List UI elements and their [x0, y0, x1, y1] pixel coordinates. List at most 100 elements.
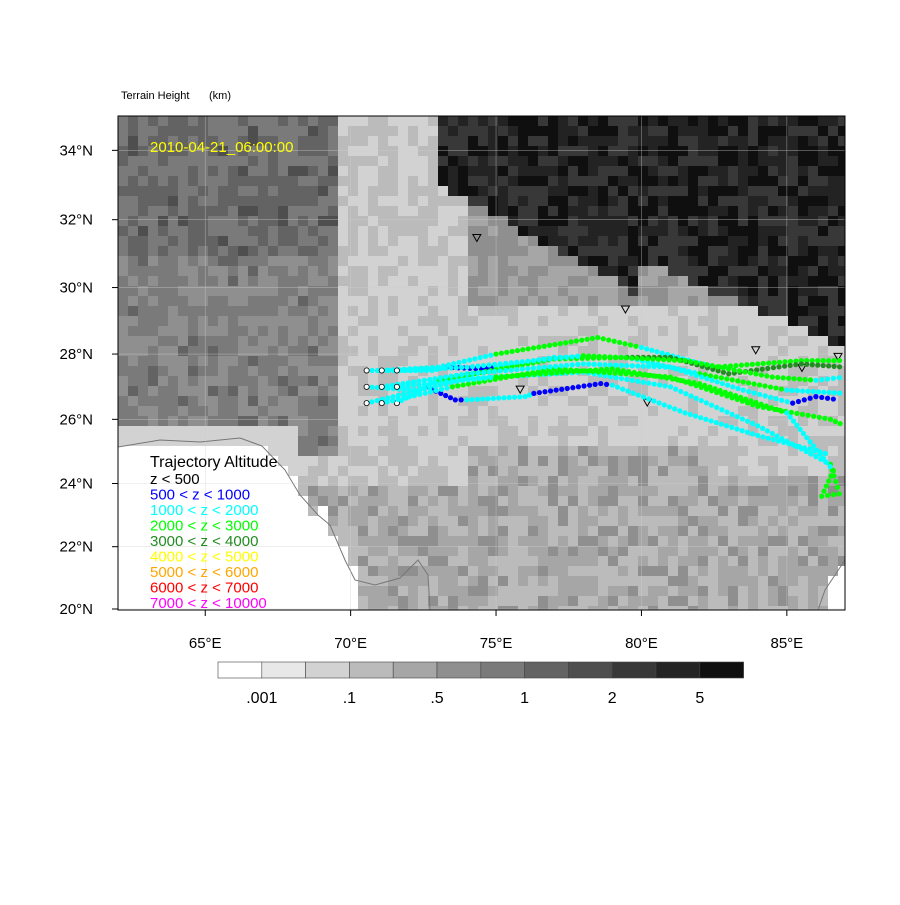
terrain-cell: [718, 336, 728, 346]
trajectory-point: [824, 376, 831, 382]
terrain-cell: [228, 266, 238, 276]
terrain-cell: [278, 196, 288, 206]
terrain-cell: [308, 346, 318, 356]
terrain-cell: [768, 246, 778, 256]
terrain-cell: [198, 296, 208, 306]
terrain-cell: [778, 286, 788, 296]
terrain-cell: [708, 186, 718, 196]
trajectory-point: [576, 368, 582, 374]
terrain-cell: [838, 526, 845, 536]
terrain-cell: [268, 156, 278, 166]
terrain-cell: [328, 136, 338, 146]
terrain-cell: [788, 286, 798, 296]
terrain-cell: [428, 506, 438, 516]
terrain-cell: [788, 206, 798, 216]
terrain-cell: [118, 496, 128, 506]
terrain-cell: [188, 326, 198, 336]
terrain-cell: [568, 496, 578, 506]
terrain-cell: [188, 436, 198, 446]
terrain-cell: [788, 546, 798, 556]
terrain-cell: [198, 546, 208, 556]
terrain-cell: [808, 476, 818, 486]
terrain-cell: [228, 516, 238, 526]
terrain-cell: [568, 216, 578, 226]
trajectory-point: [800, 388, 806, 394]
terrain-cell: [548, 346, 558, 356]
terrain-cell: [778, 556, 788, 566]
terrain-cell: [408, 166, 418, 176]
terrain-cell: [808, 496, 818, 506]
terrain-cell: [738, 476, 748, 486]
terrain-cell: [488, 606, 498, 610]
terrain-cell: [248, 586, 258, 596]
terrain-cell: [418, 336, 428, 346]
trajectory-point: [449, 378, 455, 384]
terrain-cell: [418, 176, 428, 186]
terrain-cell: [738, 236, 748, 246]
terrain-cell: [168, 546, 178, 556]
terrain-cell: [778, 256, 788, 266]
terrain-cell: [428, 456, 438, 466]
terrain-cell: [198, 366, 208, 376]
terrain-cell: [768, 296, 778, 306]
terrain-cell: [428, 416, 438, 426]
terrain-cell: [518, 566, 528, 576]
terrain-cell: [698, 436, 708, 446]
terrain-cell: [368, 116, 378, 126]
trajectory-point: [746, 380, 752, 386]
terrain-cell: [788, 146, 798, 156]
terrain-cell: [658, 256, 668, 266]
terrain-cell: [458, 596, 468, 606]
trajectory-point: [586, 353, 592, 359]
terrain-cell: [568, 376, 578, 386]
trajectory-point: [422, 390, 428, 396]
trajectory-point: [708, 418, 714, 424]
terrain-cell: [298, 316, 308, 326]
terrain-cell: [668, 116, 678, 126]
trajectory-point: [743, 396, 749, 402]
terrain-cell: [498, 246, 508, 256]
trajectory-point: [604, 366, 610, 372]
terrain-cell: [528, 476, 538, 486]
terrain-cell: [248, 126, 258, 136]
trajectory-point: [658, 374, 665, 380]
terrain-cell: [778, 136, 788, 146]
terrain-cell: [428, 136, 438, 146]
terrain-cell: [178, 586, 188, 596]
terrain-cell: [798, 136, 808, 146]
terrain-cell: [708, 396, 718, 406]
terrain-cell: [318, 156, 328, 166]
terrain-cell: [728, 566, 738, 576]
terrain-cell: [798, 216, 808, 226]
terrain-cell: [518, 556, 528, 566]
terrain-cell: [818, 406, 828, 416]
terrain-cell: [558, 546, 568, 556]
terrain-cell: [418, 316, 428, 326]
terrain-cell: [538, 586, 548, 596]
terrain-cell: [268, 606, 278, 610]
terrain-cell: [428, 206, 438, 216]
terrain-cell: [758, 216, 768, 226]
terrain-cell: [638, 456, 648, 466]
terrain-cell: [118, 586, 128, 596]
terrain-cell: [778, 486, 788, 496]
terrain-cell: [288, 306, 298, 316]
terrain-cell: [598, 406, 608, 416]
terrain-cell: [388, 286, 398, 296]
terrain-cell: [158, 126, 168, 136]
trajectory-point: [780, 375, 786, 381]
terrain-cell: [648, 236, 658, 246]
trajectory-point: [631, 369, 637, 376]
terrain-cell: [188, 156, 198, 166]
terrain-cell: [648, 176, 658, 186]
terrain-cell: [758, 466, 768, 476]
terrain-cell: [218, 246, 228, 256]
terrain-cell: [228, 326, 238, 336]
terrain-cell: [338, 406, 348, 416]
terrain-cell: [308, 336, 318, 346]
terrain-cell: [448, 556, 458, 566]
terrain-cell: [808, 486, 818, 496]
terrain-cell: [288, 216, 298, 226]
trajectory-point: [798, 361, 804, 367]
trajectory-point: [662, 364, 668, 370]
